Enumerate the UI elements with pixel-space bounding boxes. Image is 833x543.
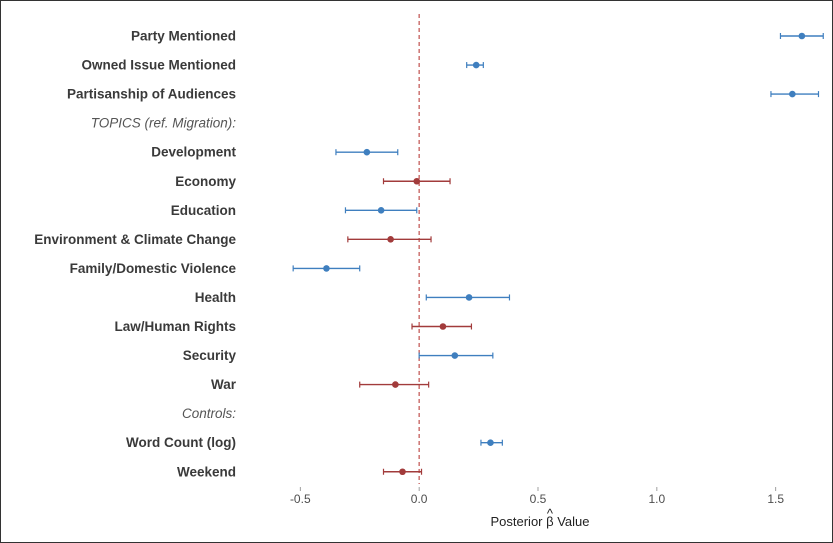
- point-estimate: [451, 352, 459, 359]
- section-header-label: Controls:: [182, 406, 236, 421]
- point-estimate: [413, 177, 421, 185]
- x-axis-title-hat: ^: [547, 506, 554, 521]
- coefficient-mark: [425, 294, 511, 301]
- x-axis-title: Posterior β Value: [490, 514, 589, 529]
- term-label: Family/Domestic Violence: [70, 261, 237, 276]
- term-label: Word Count (log): [126, 435, 236, 450]
- point-estimate: [363, 148, 371, 156]
- x-axis-title-symbol: β: [546, 514, 553, 529]
- point-estimate: [789, 90, 796, 98]
- coefficient-mark: [466, 61, 484, 69]
- coefficient-mark: [347, 236, 432, 243]
- coefficient-mark: [292, 265, 361, 272]
- point-estimate: [487, 439, 494, 447]
- term-label: Law/Human Rights: [114, 319, 236, 334]
- coefficient-mark: [779, 32, 824, 40]
- point-estimate: [472, 61, 480, 69]
- term-label: Education: [171, 203, 236, 218]
- term-label: Environment & Climate Change: [34, 232, 236, 247]
- term-label: Owned Issue Mentioned: [81, 58, 236, 73]
- x-tick-label: -0.5: [290, 492, 311, 506]
- coefficient-mark: [770, 90, 820, 98]
- point-estimate: [439, 323, 447, 330]
- term-label: Economy: [175, 174, 236, 189]
- term-label: War: [211, 377, 237, 392]
- coefficient-mark: [382, 177, 451, 185]
- coefficient-mark: [344, 207, 418, 214]
- coefficient-marks: [292, 32, 824, 476]
- coefficient-mark: [382, 468, 423, 476]
- row-labels: Party Mentioned Owned Issue Mentioned Part…: [34, 29, 237, 480]
- x-tick-label: 1.0: [649, 492, 666, 506]
- x-axis-title-main: Posterior: [490, 514, 546, 529]
- coefficient-mark: [418, 352, 494, 359]
- coefficient-mark: [359, 381, 430, 388]
- x-axis-title-tail: Value: [554, 514, 590, 529]
- term-label: Development: [151, 145, 236, 160]
- point-estimate: [377, 207, 385, 214]
- term-label: Partisanship of Audiences: [67, 87, 236, 102]
- x-axis: -0.5 0.0 0.5 1.0 1.5: [290, 487, 784, 506]
- term-label: Health: [195, 290, 236, 305]
- coefficient-mark: [335, 148, 399, 156]
- x-tick-label: 0.0: [411, 492, 428, 506]
- coefficient-mark: [411, 323, 473, 330]
- x-tick-label: 1.5: [767, 492, 784, 506]
- point-estimate: [323, 265, 330, 272]
- point-estimate: [465, 294, 473, 301]
- term-label: Security: [183, 348, 237, 363]
- term-label: Party Mentioned: [131, 29, 236, 44]
- point-estimate: [387, 236, 394, 243]
- point-estimate: [798, 32, 806, 40]
- point-estimate: [399, 468, 406, 476]
- term-label: Weekend: [177, 464, 236, 479]
- coefficient-mark: [480, 439, 503, 447]
- x-tick-label: 0.5: [530, 492, 547, 506]
- point-estimate: [392, 381, 399, 388]
- section-header-label: TOPICS (ref. Migration):: [91, 116, 237, 131]
